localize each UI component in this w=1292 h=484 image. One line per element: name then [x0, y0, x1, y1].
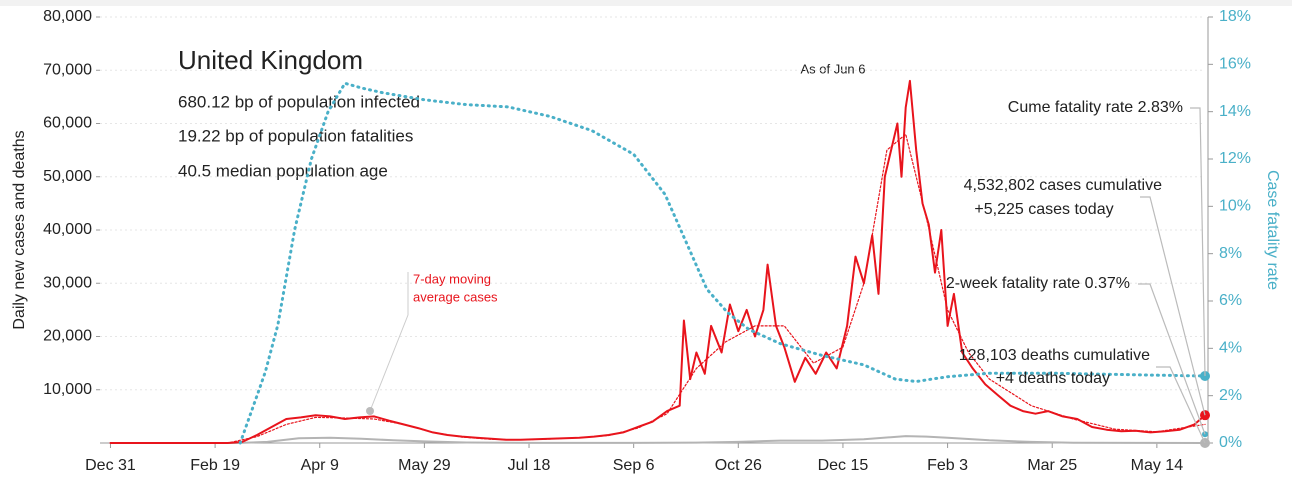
y-axis-label: Daily new cases and deaths — [11, 130, 28, 329]
x-tick-label: Dec 31 — [85, 457, 136, 474]
y-tick-label: 30,000 — [43, 274, 92, 291]
series-line — [109, 133, 1206, 444]
annotation: 7-day moving — [413, 271, 491, 286]
x-tick-label: May 14 — [1131, 457, 1184, 474]
annotation: 128,103 deaths cumulative — [959, 347, 1150, 364]
series-line — [109, 79, 1206, 444]
y2-tick-label: 14% — [1219, 103, 1251, 120]
leader-line — [1140, 196, 1206, 416]
y-tick-label: 60,000 — [43, 115, 92, 132]
series-line — [109, 435, 1206, 444]
leader-line — [369, 314, 409, 412]
x-tick-label: Apr 9 — [301, 457, 339, 474]
annotation: +4 deaths today — [996, 370, 1110, 387]
annotation: average cases — [413, 289, 498, 304]
y2-tick-label: 10% — [1219, 198, 1251, 215]
y-tick-label: 80,000 — [43, 8, 92, 25]
y-tick-label: 40,000 — [43, 221, 92, 238]
y-tick-label: 20,000 — [43, 328, 92, 345]
as-of: As of Jun 6 — [800, 61, 865, 76]
leader-dot — [366, 407, 374, 415]
x-tick-label: Dec 15 — [818, 457, 869, 474]
top-band — [0, 0, 1292, 6]
y2-tick-label: 16% — [1219, 56, 1251, 73]
y2-tick-label: 8% — [1219, 245, 1242, 262]
leader-line — [1190, 107, 1206, 377]
leader-line — [1138, 283, 1206, 435]
stat-line: 19.22 bp of population fatalities — [178, 126, 413, 145]
annotation: 2-week fatality rate 0.37% — [946, 275, 1130, 292]
y2-tick-label: 4% — [1219, 340, 1242, 357]
y-tick-label: 10,000 — [43, 381, 92, 398]
series-line — [238, 81, 1207, 445]
leader-line — [1156, 366, 1206, 444]
x-tick-label: Jul 18 — [508, 457, 551, 474]
y2-axis-label: Case fatality rate — [1264, 170, 1281, 290]
annotation: Cume fatality rate 2.83% — [1008, 99, 1183, 116]
x-tick-label: Mar 25 — [1027, 457, 1077, 474]
y-tick-label: 70,000 — [43, 61, 92, 78]
y-tick-label: 50,000 — [43, 168, 92, 185]
x-tick-label: May 29 — [398, 457, 451, 474]
stat-line: 680.12 bp of population infected — [178, 92, 420, 111]
stat-line: 40.5 median population age — [178, 161, 388, 180]
x-tick-label: Feb 3 — [927, 457, 968, 474]
y2-tick-label: 18% — [1219, 8, 1251, 25]
y2-tick-label: 0% — [1219, 434, 1242, 451]
y2-tick-label: 6% — [1219, 292, 1242, 309]
annotation: +5,225 cases today — [974, 201, 1113, 218]
y2-tick-label: 12% — [1219, 150, 1251, 167]
x-tick-label: Sep 6 — [613, 457, 655, 474]
annotation: 4,532,802 cases cumulative — [964, 177, 1162, 194]
x-tick-label: Oct 26 — [715, 457, 762, 474]
y2-tick-label: 2% — [1219, 387, 1242, 404]
x-tick-label: Feb 19 — [190, 457, 240, 474]
